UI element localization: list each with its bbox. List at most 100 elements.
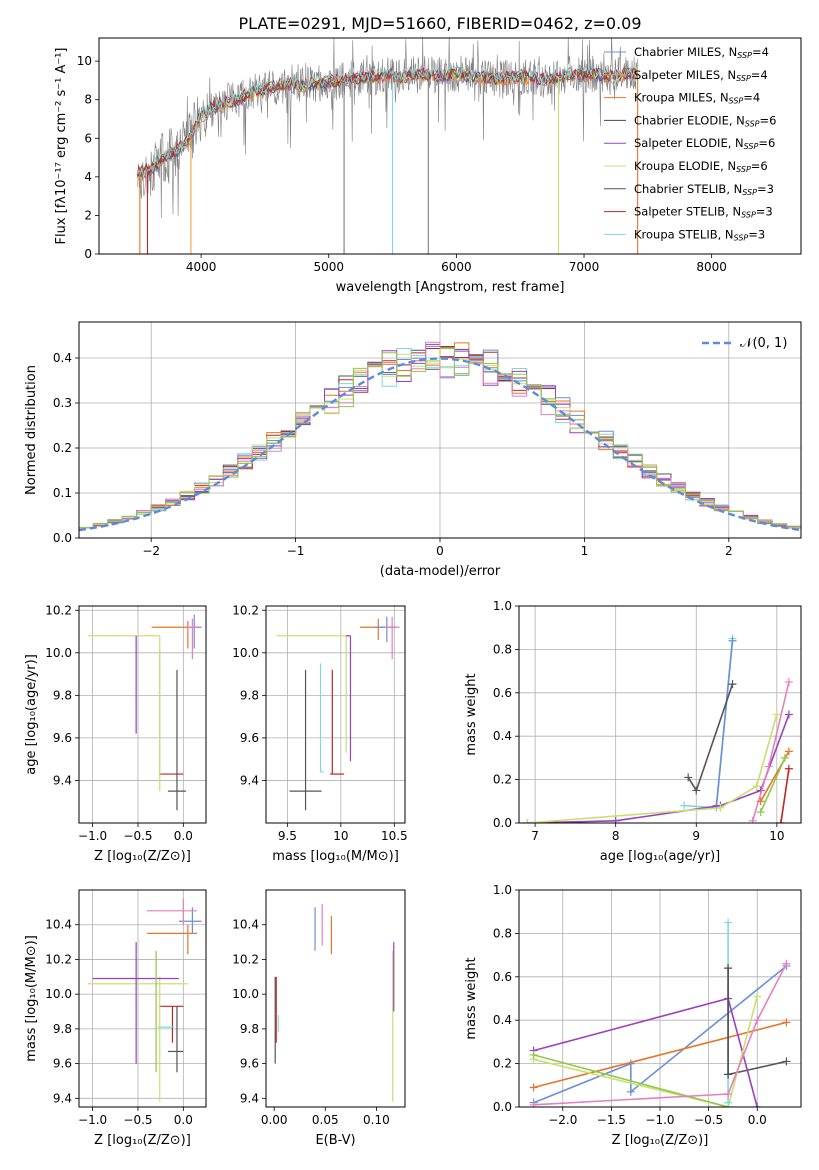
residual-histogram-8: [79, 348, 801, 529]
y-tick-label: 10.2: [45, 952, 72, 966]
weight-series-line: [780, 768, 790, 823]
y-tick-label: 9.4: [53, 773, 72, 787]
figure-title: PLATE=0291, MJD=51660, FIBERID=0462, z=0…: [238, 14, 641, 33]
weight-point-marker: [756, 808, 765, 817]
weight-point-marker: [728, 680, 737, 689]
y-tick-label: 0.8: [493, 642, 512, 656]
age_vs_mass-frame: 9.5 10 10.5 9.4 9.6 9.8 10.0 10.2 mass [log₁₀(M/…: [232, 603, 407, 864]
legend-label: Salpeter MILES, NSSP=4: [634, 68, 768, 83]
x-tick-label: −0.5: [694, 1113, 723, 1127]
y-tick-label: 9.4: [240, 1091, 259, 1105]
spectrum-frame: 4000 5000 6000 7000 8000 0 2 4 6 8 10 wavelength [A…: [54, 37, 802, 295]
spectrum-frame-box: [98, 37, 802, 255]
weight_vs_Z-data: [529, 918, 791, 1107]
y-tick-label: 9.8: [240, 688, 259, 702]
x-tick-label: 5000: [313, 260, 344, 274]
errorbar-point: [167, 1006, 184, 1073]
weight-point-marker: [782, 1018, 791, 1027]
errorbar-point: [167, 669, 187, 811]
y-tick-label: 0.2: [53, 441, 72, 455]
weight-point-marker: [724, 918, 733, 927]
y-axis-label: Normed distribution: [24, 365, 39, 495]
weight-point-marker: [724, 1070, 733, 1079]
y-tick-label: 1.0: [493, 883, 512, 897]
y-axis-label: age [log₁₀(age/yr)]: [24, 654, 39, 775]
x-axis-label: Z [log₁₀(Z/Z⊙)]: [94, 849, 191, 864]
errorbar-point: [147, 924, 197, 955]
weight-point-marker: [748, 816, 757, 823]
weight-series-line: [751, 681, 790, 822]
errorbar-point: [360, 618, 386, 641]
weight-point-marker: [752, 782, 761, 791]
weight_vs_age-axes: 7 8 9 10 0.0 0.2 0.4 0.6 0.8 1.0 age [log₁₀(age/yr…: [464, 599, 802, 864]
weight-point-marker: [782, 1057, 791, 1066]
legend-label: Salpeter STELIB, NSSP=3: [634, 205, 773, 220]
y-tick-label: 10.4: [232, 918, 259, 932]
weight_vs_Z-grid: [519, 889, 801, 1108]
weight-point-marker: [724, 964, 733, 973]
y-tick-label: 0.6: [493, 686, 512, 700]
spectrum-legend: Chabrier MILES, NSSP=4 Salpeter MILES, NS…: [604, 45, 776, 242]
x-axis-label: mass [log₁₀(M/M⊙)]: [272, 849, 399, 864]
y-axis-label: mass weight: [464, 673, 479, 755]
x-tick-label: 6000: [441, 260, 472, 274]
weight-point-marker: [784, 764, 793, 773]
y-tick-label: 10: [77, 54, 92, 68]
errorbar-point: [88, 635, 161, 792]
residual-histogram-7: [79, 341, 801, 529]
weight-series-line: [759, 757, 786, 813]
weight_vs_age-data: [523, 634, 793, 823]
x-tick-label: 2: [725, 544, 733, 558]
y-tick-label: 9.6: [240, 731, 259, 745]
mass_vs_Z-data: [88, 898, 202, 1102]
y-tick-label: 10.4: [45, 918, 72, 932]
x-tick-label: −1: [287, 544, 305, 558]
weight_vs_Z-frame-box: [518, 889, 802, 1108]
y-tick-label: 10.0: [45, 987, 72, 1001]
x-tick-label: 7000: [569, 260, 600, 274]
mass_vs_Z-frame-box: [78, 889, 207, 1108]
errorbar-point: [187, 618, 202, 660]
errorbar-point: [178, 907, 202, 934]
x-tick-label: 8000: [696, 260, 727, 274]
errorbar-point: [319, 663, 324, 773]
x-tick-label: 1: [581, 544, 589, 558]
weight-series-line: [527, 714, 790, 823]
y-tick-label: 8: [84, 93, 92, 107]
gaussian-reference-line: [79, 357, 801, 532]
weight-point-marker: [784, 677, 793, 686]
y-tick-label: 10.2: [45, 603, 72, 617]
weight-point-marker: [776, 819, 785, 823]
x-tick-label: 8: [612, 829, 620, 843]
weight-point-marker: [782, 959, 791, 968]
x-tick-label: 0.05: [312, 1113, 339, 1127]
y-tick-label: 10.0: [45, 646, 72, 660]
weight-point-marker: [529, 1100, 538, 1107]
x-tick-label: 9.5: [278, 829, 297, 843]
x-tick-label: 0: [436, 544, 444, 558]
weight-series-line: [527, 714, 778, 823]
weight-point-marker: [611, 816, 620, 823]
residual-legend: 𝒩(0, 1): [702, 336, 787, 351]
x-tick-label: −1.0: [645, 1113, 674, 1127]
x-tick-label: 0.0: [748, 1113, 767, 1127]
weight-point-marker: [753, 1016, 762, 1025]
y-axis-label: mass weight: [464, 957, 479, 1039]
age_vs_Z-axes: −1.0 −0.5 0.0 9.4 9.6 9.8 10.0 10.2 Z [log₁₀(Z/Z…: [24, 603, 207, 864]
age_vs_Z-frame-box: [78, 605, 207, 824]
y-tick-label: 10.0: [232, 646, 259, 660]
weight-point-marker: [523, 819, 532, 823]
age_vs_mass-axes: 9.5 10 10.5 9.4 9.6 9.8 10.0 10.2 mass [log₁₀(M/…: [232, 603, 407, 864]
model-spectrum-4: [136, 67, 638, 179]
weight-point-marker: [684, 773, 693, 782]
weight-point-marker: [724, 1089, 733, 1098]
mass_vs_Z-frame: −1.0 −0.5 0.0 9.4 9.6 9.8 10.0 10.2 10.4 Z [log₁₀…: [24, 889, 207, 1148]
x-axis-label: Z [log₁₀(Z/Z⊙)]: [94, 1133, 191, 1148]
x-tick-label: 0.10: [363, 1113, 390, 1127]
x-tick-label: −2.0: [548, 1113, 577, 1127]
errorbar-point: [383, 616, 400, 660]
y-tick-label: 0.6: [493, 970, 512, 984]
y-tick-label: 10.2: [232, 603, 259, 617]
y-axis-label: Flux [fλ10⁻¹⁷ erg cm⁻² s⁻¹ A⁻¹]: [54, 48, 69, 245]
x-tick-label: 7: [531, 829, 539, 843]
